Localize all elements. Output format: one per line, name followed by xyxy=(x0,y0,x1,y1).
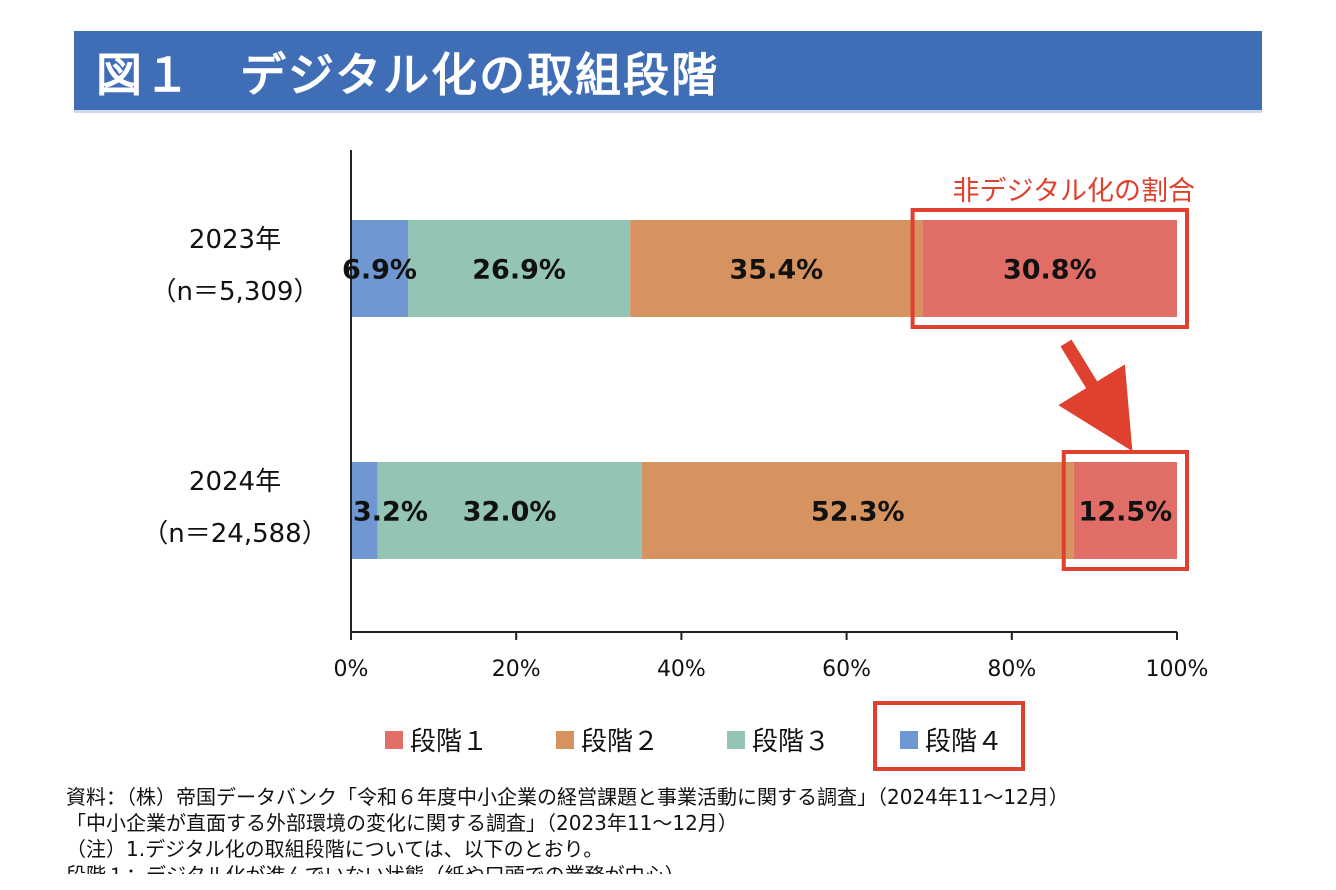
data-label: 35.4% xyxy=(730,255,824,286)
legend-label: 段階２ xyxy=(581,727,659,757)
bar-segment xyxy=(351,462,378,559)
category-label: 2024年 xyxy=(189,467,281,497)
annotation-label: 非デジタル化の割合 xyxy=(953,176,1195,207)
data-label: 6.9% xyxy=(342,255,417,286)
x-tick-label: 0% xyxy=(334,657,369,682)
legend-label: 段階３ xyxy=(752,727,830,757)
x-tick-label: 80% xyxy=(987,657,1036,682)
legend-label: 段階４ xyxy=(925,727,1003,757)
bar-segment xyxy=(922,220,1177,317)
bar-segment xyxy=(1073,462,1177,559)
x-tick-label: 40% xyxy=(657,657,706,682)
x-tick-label: 20% xyxy=(492,657,541,682)
legend-swatch xyxy=(727,731,745,749)
legend-swatch xyxy=(385,731,403,749)
bar-segment xyxy=(407,220,631,317)
arrow-icon xyxy=(1058,339,1133,452)
chart-title: 図１ デジタル化の取組段階 xyxy=(96,48,720,102)
x-tick-label: 60% xyxy=(822,657,871,682)
title-banner: 図１ デジタル化の取組段階 xyxy=(74,31,1262,113)
source-notes: 資料：（株）帝国データバンク「令和６年度中小企業の経営課題と事業活動に関する調査… xyxy=(66,784,1069,874)
note-source: 資料：（株）帝国データバンク「令和６年度中小企業の経営課題と事業活動に関する調査… xyxy=(66,785,1069,809)
data-label: 12.5% xyxy=(1079,497,1173,528)
category-sublabel: （n＝5,309） xyxy=(151,277,320,307)
bar-segment xyxy=(630,220,923,317)
bar-segment xyxy=(351,220,408,317)
legend-swatch xyxy=(556,731,574,749)
data-label: 30.8% xyxy=(1003,255,1097,286)
category-label: 2023年 xyxy=(189,225,281,255)
legend-label: 段階１ xyxy=(410,727,488,757)
bar-segment xyxy=(641,462,1074,559)
x-tick-label: 100% xyxy=(1146,657,1209,682)
data-label: 3.2% xyxy=(353,497,428,528)
highlight-box xyxy=(910,208,1189,329)
legend-highlight-box xyxy=(873,701,1025,771)
data-label: 26.9% xyxy=(472,255,566,286)
note-stage-detail: 段階１：デジタル化が進んでいない状態（紙や口頭での業務が中心） xyxy=(66,862,1069,874)
bar-segment xyxy=(377,462,642,559)
note-source-2: 「中小企業が直面する外部環境の変化に関する調査」（2023年11～12月） xyxy=(66,811,738,835)
category-sublabel: （n＝24,588） xyxy=(142,519,327,549)
legend-swatch xyxy=(900,731,918,749)
stacked-bar-chart: 0% 20% 40% 60% 80% 100% 6.9% 26.9% 35.4% 30.8% 20… xyxy=(142,150,1209,771)
note-definition: （注）1.デジタル化の取組段階については、以下のとおり。 xyxy=(66,837,604,861)
data-label: 32.0% xyxy=(463,497,557,528)
highlight-box xyxy=(1061,450,1189,571)
data-label: 52.3% xyxy=(811,497,905,528)
